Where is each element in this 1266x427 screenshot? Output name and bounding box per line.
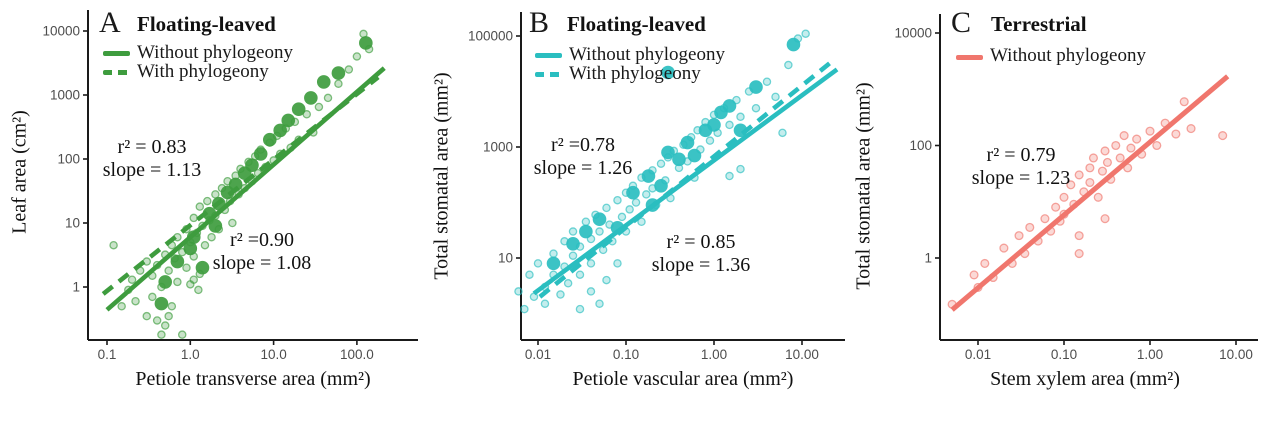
- panel-title: Terrestrial: [991, 12, 1087, 36]
- panel-title: Floating-leaved: [137, 12, 276, 36]
- r2-value: r² = 0.83: [117, 136, 187, 158]
- panel-title: Floating-leaved: [567, 12, 706, 36]
- svg-text:0.01: 0.01: [525, 347, 551, 362]
- slope-value: slope = 1.26: [533, 157, 633, 179]
- svg-text:10: 10: [498, 251, 513, 266]
- svg-text:10.00: 10.00: [1219, 347, 1253, 362]
- legend-line-solid-swatch: [956, 55, 983, 60]
- regression-annotation: r² = 0.83 slope = 1.13: [103, 136, 202, 182]
- regression-annotation: r² =0.90 slope = 1.08: [213, 229, 312, 275]
- legend-label: With phylogeony: [569, 63, 701, 84]
- svg-text:0.1: 0.1: [98, 347, 117, 362]
- panel-letter: C: [951, 6, 972, 39]
- svg-text:1: 1: [72, 280, 80, 295]
- legend-line-dashed-swatch: [535, 72, 562, 77]
- svg-text:1.00: 1.00: [701, 347, 727, 362]
- svg-text:0.01: 0.01: [965, 347, 991, 362]
- legend-label: Without phylogeony: [137, 42, 293, 63]
- svg-text:1: 1: [924, 251, 932, 266]
- r2-value: r² =0.90: [230, 229, 294, 251]
- y-axis-title: Leaf area (cm²): [8, 110, 31, 234]
- svg-text:0.10: 0.10: [613, 347, 639, 362]
- x-axis-title: Petiole transverse area (mm²): [135, 368, 371, 390]
- panel-letter: B: [529, 6, 550, 39]
- svg-text:100: 100: [909, 138, 932, 153]
- regression-annotation: r² =0.78 slope = 1.26: [534, 134, 633, 180]
- panel-letter: A: [99, 6, 121, 39]
- r2-value: r² = 0.85: [666, 231, 736, 253]
- svg-text:10.0: 10.0: [260, 347, 286, 362]
- r2-value: r² =0.78: [551, 134, 615, 156]
- slope-value: slope = 1.13: [102, 159, 202, 181]
- svg-text:10.00: 10.00: [785, 347, 819, 362]
- legend-label: Without phylogeony: [569, 44, 725, 65]
- legend-line-dashed-swatch: [103, 70, 130, 75]
- x-axis-title: Petiole vascular area (mm²): [572, 368, 794, 390]
- legend-line-solid-swatch: [535, 53, 562, 58]
- y-axis-title: Total stomatal area (mm²): [430, 72, 453, 280]
- x-axis-title: Stem xylem area (mm²): [990, 368, 1180, 390]
- legend-label: With phylogeony: [137, 61, 269, 82]
- legend-line-solid-swatch: [103, 51, 130, 56]
- svg-text:100.0: 100.0: [340, 347, 374, 362]
- y-axis-title: Total stomatal area (mm²): [852, 82, 875, 290]
- svg-text:1.0: 1.0: [181, 347, 200, 362]
- regression-annotation: r² = 0.85 slope = 1.36: [652, 231, 751, 277]
- svg-text:1.00: 1.00: [1137, 347, 1163, 362]
- svg-text:10000: 10000: [894, 26, 932, 41]
- svg-text:100000: 100000: [468, 29, 513, 44]
- legend-label: Without phylogeony: [990, 45, 1146, 66]
- r2-value: r² = 0.79: [986, 144, 1056, 166]
- regression-annotation: r² = 0.79 slope = 1.23: [972, 144, 1071, 190]
- slope-value: slope = 1.36: [651, 254, 751, 276]
- svg-text:0.10: 0.10: [1051, 347, 1077, 362]
- svg-text:1000: 1000: [483, 140, 513, 155]
- svg-text:1000: 1000: [50, 88, 80, 103]
- svg-text:10000: 10000: [42, 24, 80, 39]
- svg-text:10: 10: [65, 216, 80, 231]
- slope-value: slope = 1.23: [971, 167, 1071, 189]
- svg-text:100: 100: [57, 152, 80, 167]
- slope-value: slope = 1.08: [212, 252, 312, 274]
